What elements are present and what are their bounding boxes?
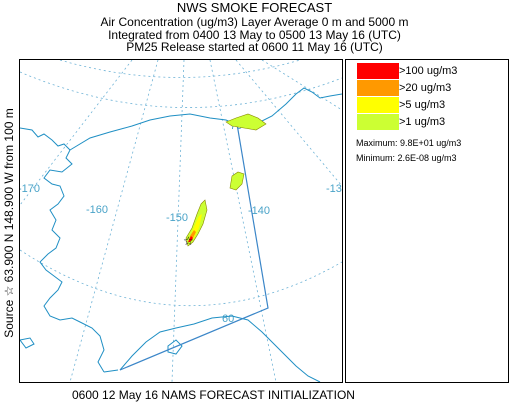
smoke-plume-northeast bbox=[229, 171, 245, 191]
forecast-title: NWS SMOKE FORECAST bbox=[176, 0, 333, 15]
legend-label-1: >1 ug/m3 bbox=[399, 116, 446, 128]
aleutian-fragment bbox=[20, 337, 35, 349]
alaska-coastline bbox=[20, 127, 321, 382]
longitude-line-160 bbox=[69, 60, 159, 382]
latitude-line-80 bbox=[59, 60, 301, 78]
longitude-line-150 bbox=[171, 60, 185, 382]
kodiak-island bbox=[167, 339, 183, 355]
longitude-line-140 bbox=[209, 60, 277, 382]
release-source-marker-icon: ☆ bbox=[183, 234, 194, 248]
smoke-plume-source-core bbox=[188, 236, 193, 242]
longitude-line-120 bbox=[261, 60, 342, 111]
forecast-initialization-caption: 0600 12 May 16 NAMS FORECAST INITIALIZAT… bbox=[72, 388, 355, 402]
grid-label-lon-160: -160 bbox=[86, 204, 108, 216]
grid-label-lon-140: -140 bbox=[248, 205, 270, 217]
integration-period: Integrated from 0400 13 May to 0500 13 M… bbox=[108, 28, 401, 42]
legend-label-5: >5 ug/m3 bbox=[399, 99, 446, 111]
legend-swatch-1 bbox=[357, 114, 399, 130]
grid-label-lon-170: -170 bbox=[18, 183, 40, 195]
maximum-concentration: Maximum: 9.8E+01 ug/m3 bbox=[356, 138, 462, 148]
concentration-subtitle: Air Concentration (ug/m3) Layer Average … bbox=[100, 15, 409, 29]
release-start: PM25 Release started at 0600 11 May 16 (… bbox=[126, 40, 383, 54]
legend-swatch-20 bbox=[357, 80, 399, 96]
latitude-line-70 bbox=[20, 71, 342, 108]
legend-label-100: >100 ug/m3 bbox=[399, 65, 458, 77]
legend-swatch-100 bbox=[357, 63, 399, 79]
legend-panel: >100 ug/m3 >20 ug/m3 >5 ug/m3 >1 ug/m3 M… bbox=[345, 59, 509, 383]
model-domain-boundary bbox=[119, 117, 269, 371]
minimum-concentration: Minimum: 2.6E-08 ug/m3 bbox=[356, 153, 457, 163]
map-panel bbox=[19, 59, 343, 383]
longitude-line-170 bbox=[20, 60, 133, 206]
legend-swatch-5 bbox=[357, 97, 399, 113]
north-slope-coastline bbox=[69, 87, 342, 151]
legend-label-20: >20 ug/m3 bbox=[399, 82, 452, 94]
smoke-plume-north bbox=[225, 113, 267, 131]
grid-label-lon-130: -130 bbox=[326, 183, 348, 195]
latitude-line-60 bbox=[20, 249, 342, 307]
grid-label-lon-150: -150 bbox=[166, 212, 188, 224]
